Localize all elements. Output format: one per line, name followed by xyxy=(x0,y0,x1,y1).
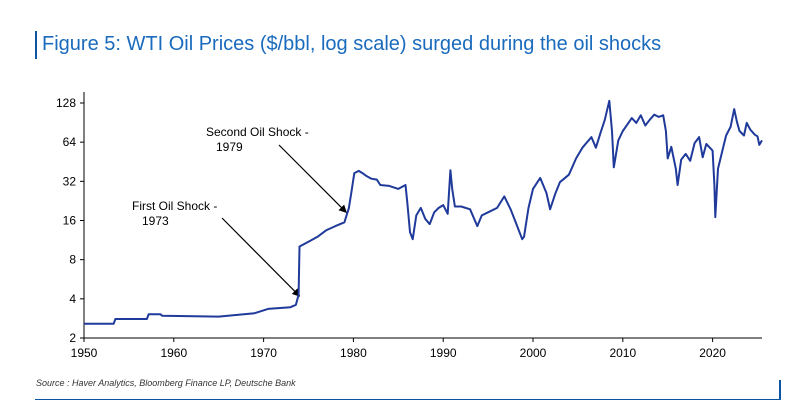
x-tick-label: 2010 xyxy=(609,346,636,360)
annotation-line: 1973 xyxy=(142,214,169,228)
annotation-text: Second Oil Shock -1979 xyxy=(206,125,309,154)
x-tick-label: 1950 xyxy=(71,346,98,360)
y-tick-label: 128 xyxy=(56,96,76,110)
annotation-line: First Oil Shock - xyxy=(132,199,217,213)
figure-title: Figure 5: WTI Oil Prices ($/bbl, log sca… xyxy=(42,33,662,55)
x-tick-label: 2000 xyxy=(520,346,547,360)
annotation-line: 1979 xyxy=(216,140,243,154)
x-tick-label: 1960 xyxy=(160,346,187,360)
y-tick-label: 64 xyxy=(63,135,77,149)
x-tick-label: 1980 xyxy=(340,346,367,360)
series-line-wti xyxy=(84,99,763,325)
x-tick-label: 1970 xyxy=(250,346,277,360)
title-accent-bar xyxy=(35,31,37,59)
chart-series xyxy=(84,99,763,325)
y-tick-label: 32 xyxy=(63,174,77,188)
annotation-arrow xyxy=(221,217,301,297)
annotation-line: Second Oil Shock - xyxy=(206,125,309,139)
annotation-text: First Oil Shock -1973 xyxy=(132,199,217,228)
y-tick-label: 16 xyxy=(63,214,77,228)
bottom-rule xyxy=(35,399,781,400)
source-note: Source : Haver Analytics, Bloomberg Fina… xyxy=(36,378,296,388)
bottom-corner-mark xyxy=(779,380,781,400)
annotation-arrow xyxy=(278,144,347,214)
y-tick-label: 2 xyxy=(69,331,76,345)
y-tick-label: 8 xyxy=(69,253,76,267)
x-tick-label: 1990 xyxy=(430,346,457,360)
y-tick-label: 4 xyxy=(69,292,76,306)
chart-axes: 2 4 8 16 32 64 128 1950 1960 1970 1980 1990 2000 2010… xyxy=(56,92,762,360)
x-tick-label: 2020 xyxy=(699,346,726,360)
